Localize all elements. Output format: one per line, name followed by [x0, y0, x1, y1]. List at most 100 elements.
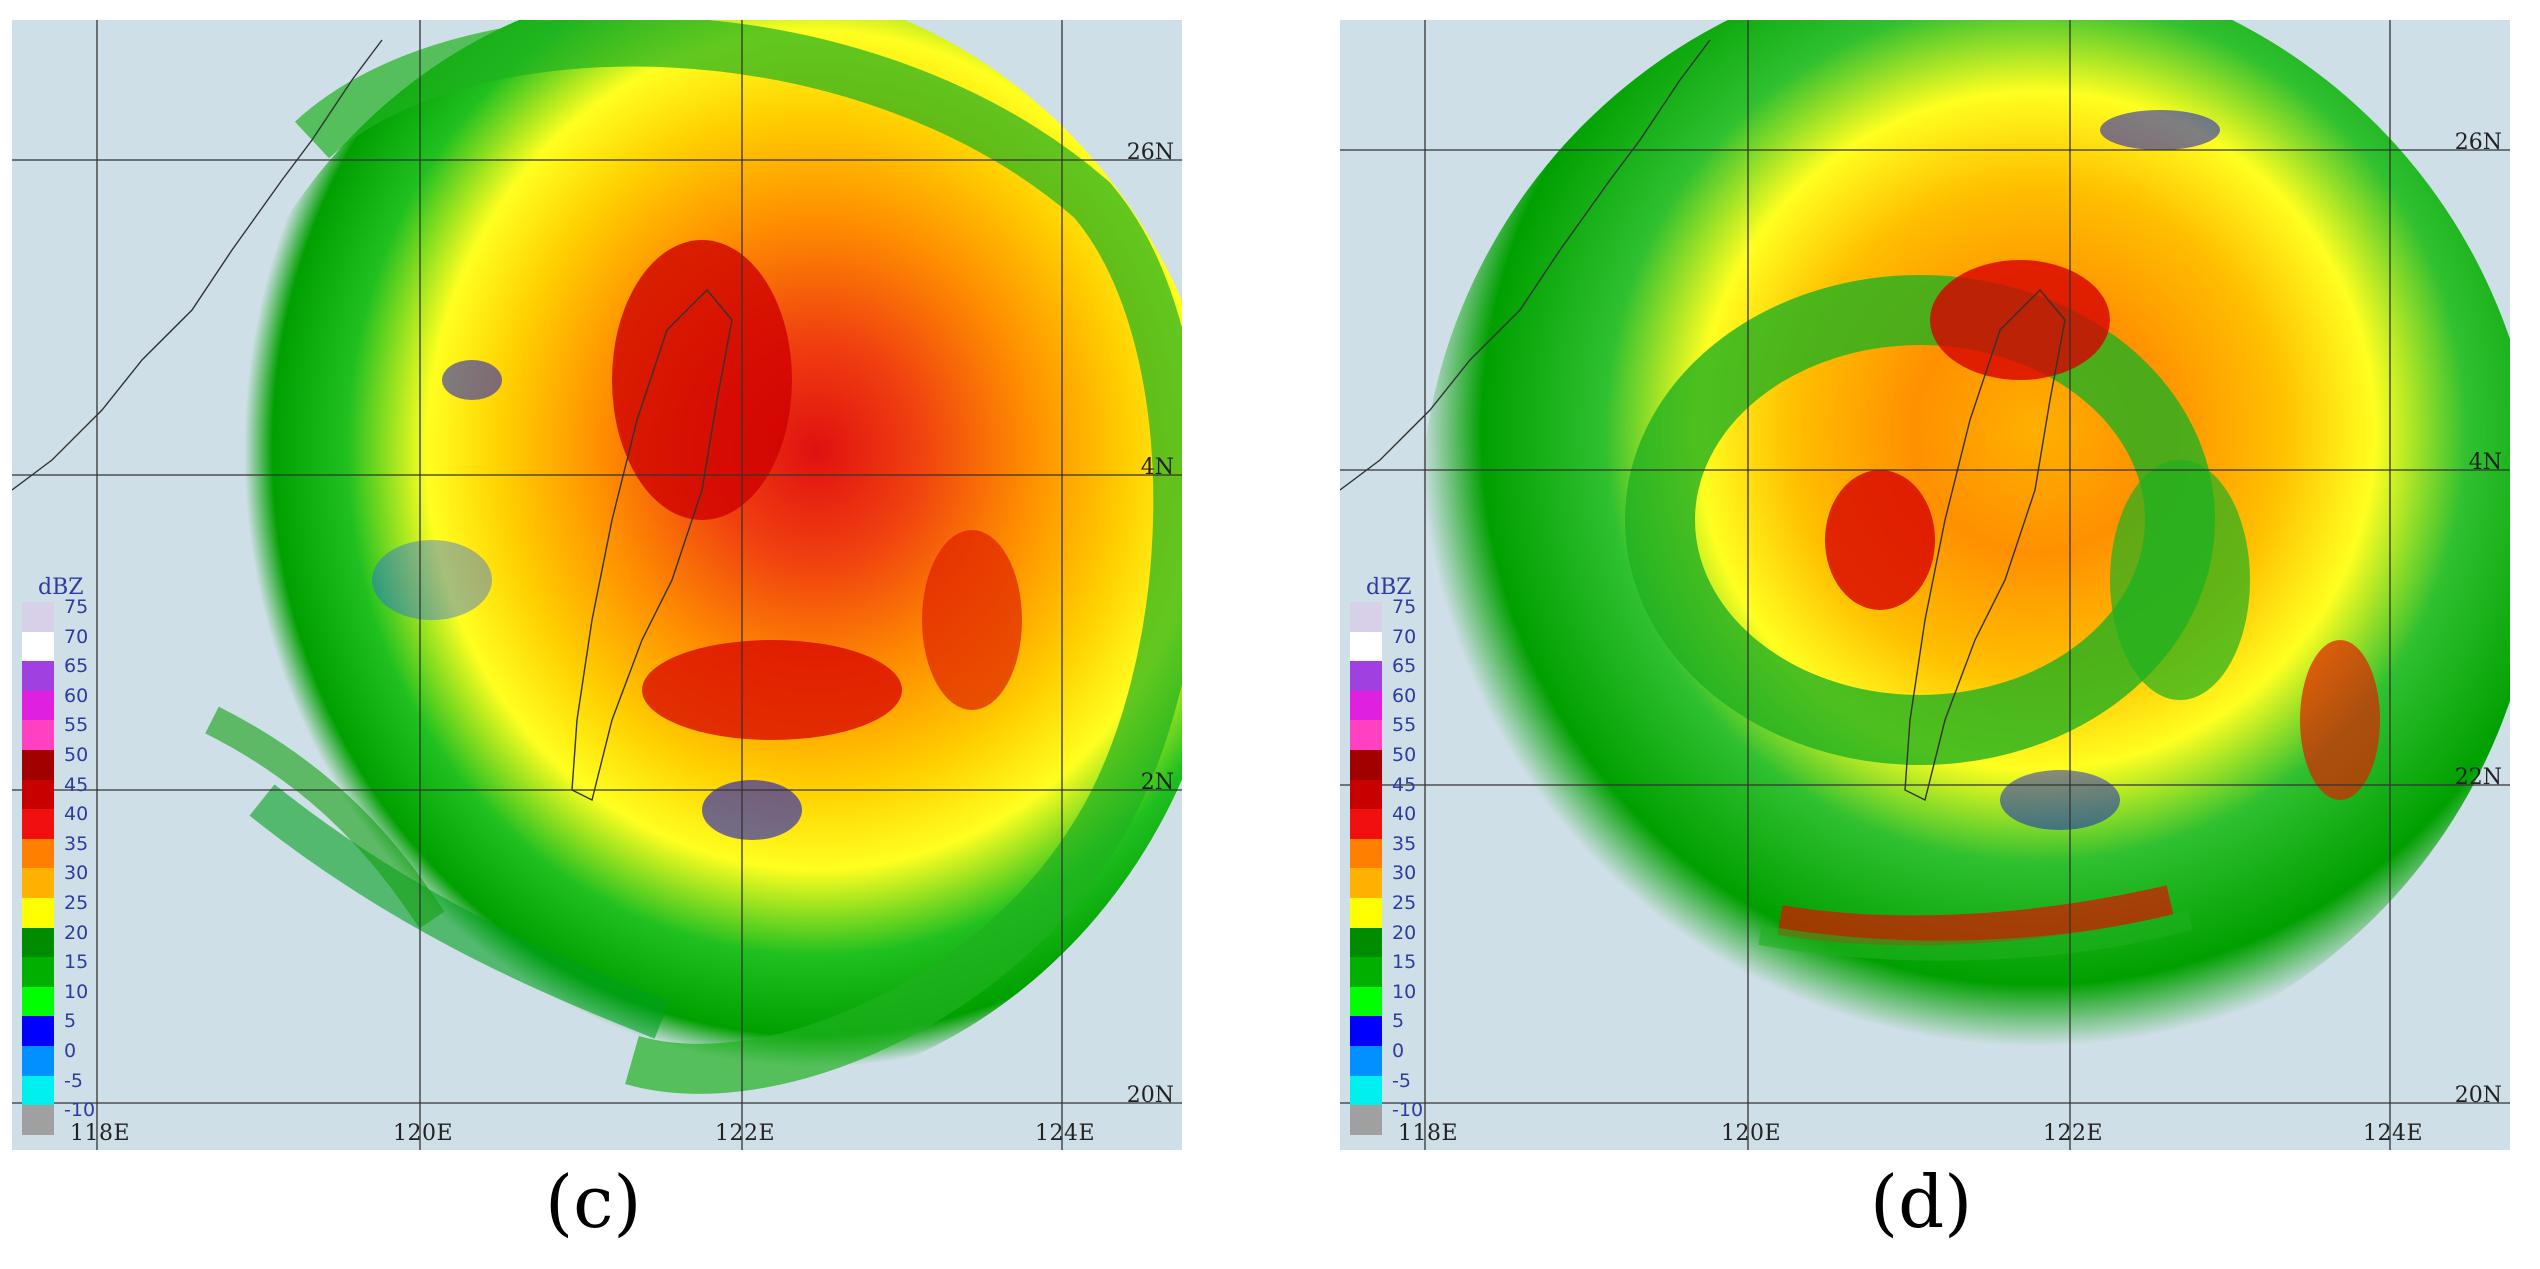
legend-row: 5 [22, 1010, 122, 1046]
legend-value: 25 [64, 891, 89, 914]
legend-row: 70 [1350, 626, 1450, 662]
legend-swatch [1350, 779, 1382, 810]
legend-swatch [22, 602, 54, 632]
echo-region [192, 20, 1182, 1100]
lat-label: 20N [1126, 1083, 1174, 1108]
legend-row: 15 [22, 951, 122, 987]
legend-row: 40 [1350, 803, 1450, 839]
legend-value: 70 [64, 625, 89, 648]
legend-value: 10 [64, 980, 89, 1003]
lon-label: 122E [715, 1121, 776, 1146]
legend-value: 35 [1392, 832, 1417, 855]
legend-swatch [22, 1045, 54, 1076]
legend-title: dBZ [38, 575, 84, 600]
legend-row: 75 [1350, 596, 1450, 632]
legend-row: 30 [22, 862, 122, 898]
legend-swatch [22, 720, 54, 750]
legend-swatch [22, 749, 54, 780]
legend-row: 35 [1350, 833, 1450, 869]
legend-swatch [1350, 957, 1382, 987]
lat-label: 2N [1140, 770, 1174, 795]
radar-echo-d [1340, 20, 2510, 1150]
dbz-legend: dBZ 75 70 65 60 55 50 45 40 35 30 25 20 15 10 5 0 -5 -10 [22, 575, 122, 1135]
legend-swatch [1350, 927, 1382, 958]
lon-label: 122E [2043, 1121, 2104, 1146]
legend-value: 55 [1392, 714, 1417, 737]
legend-value: -5 [1392, 1069, 1411, 1092]
legend-value: 45 [64, 773, 89, 796]
legend-swatch [1350, 720, 1382, 750]
lat-label: 22N [2454, 765, 2502, 790]
legend-value: 35 [64, 832, 89, 855]
legend-value: -10 [1392, 1099, 1424, 1122]
legend-swatch [1350, 809, 1382, 839]
legend-swatch [22, 838, 54, 869]
legend-swatch [22, 1075, 54, 1106]
legend-value: 20 [64, 921, 89, 944]
legend-value: 75 [64, 596, 89, 618]
radar-panel-d: 118E 120E 122E 124E 26N 4N 22N 20N dBZ 7… [1270, 0, 2540, 1269]
legend-value: 5 [1392, 1010, 1405, 1033]
legend-value: 70 [1392, 625, 1417, 648]
legend-swatch [22, 809, 54, 839]
legend-swatch [1350, 661, 1382, 691]
lat-label: 4N [1140, 455, 1174, 480]
legend-value: 60 [64, 684, 89, 707]
echo-region [1420, 20, 2510, 1080]
legend-swatch [1350, 1075, 1382, 1106]
legend-row: 50 [1350, 744, 1450, 780]
legend-row: 0 [1350, 1040, 1450, 1076]
legend-swatch [1350, 1045, 1382, 1076]
legend-value: 65 [1392, 655, 1417, 678]
legend-swatch [22, 868, 54, 898]
radar-echo-c [12, 20, 1182, 1150]
legend-value: 20 [1392, 921, 1417, 944]
legend-rows: 75 70 65 60 55 50 45 40 35 30 25 20 15 10 5 0 -5 -10 [22, 596, 122, 1135]
lat-label: 4N [2468, 450, 2502, 475]
lon-label: 120E [1721, 1121, 1782, 1146]
legend-swatch [22, 1105, 54, 1135]
legend-swatch [22, 897, 54, 928]
legend-value: 50 [64, 743, 89, 766]
legend-title: dBZ [1366, 575, 1412, 600]
legend-value: 30 [1392, 862, 1417, 885]
legend-swatch [1350, 602, 1382, 632]
legend-swatch [22, 986, 54, 1017]
lon-label: 120E [393, 1121, 454, 1146]
legend-row: 0 [22, 1040, 122, 1076]
legend-row: 10 [22, 981, 122, 1017]
legend-value: 0 [1392, 1039, 1405, 1062]
legend-row: -10 [22, 1099, 122, 1135]
legend-value: 60 [1392, 684, 1417, 707]
legend-value: 50 [1392, 743, 1417, 766]
legend-value: 65 [64, 655, 89, 678]
legend-swatch [1350, 631, 1382, 662]
legend-row: 60 [22, 685, 122, 721]
coastline [12, 39, 383, 491]
legend-value: 5 [64, 1010, 77, 1033]
legend-row: -5 [22, 1070, 122, 1106]
lon-label: 118E [70, 1121, 131, 1146]
legend-row: 25 [1350, 892, 1450, 928]
legend-row: 70 [22, 626, 122, 662]
legend-row: 15 [1350, 951, 1450, 987]
legend-value: 30 [64, 862, 89, 885]
legend-row: 5 [1350, 1010, 1450, 1046]
legend-value: 0 [64, 1039, 77, 1062]
dbz-legend: dBZ 75 70 65 60 55 50 45 40 35 30 25 20 15 10 5 0 -5 -10 [1350, 575, 1450, 1135]
lon-label: 124E [1035, 1121, 1096, 1146]
legend-row: 50 [22, 744, 122, 780]
legend-swatch [1350, 897, 1382, 928]
legend-value: -5 [64, 1069, 83, 1092]
legend-value: 75 [1392, 596, 1417, 618]
legend-row: 35 [22, 833, 122, 869]
lon-label: 118E [1398, 1121, 1459, 1146]
legend-value: -10 [64, 1099, 96, 1122]
legend-swatch [1350, 690, 1382, 721]
legend-row: 25 [22, 892, 122, 928]
taiwan-outline [571, 288, 733, 802]
legend-value: 40 [1392, 803, 1417, 826]
legend-row: 60 [1350, 685, 1450, 721]
lon-label: 124E [2363, 1121, 2424, 1146]
radar-panel-c: 118E 120E 122E 124E 26N 4N 2N 20N dBZ 75… [12, 20, 1182, 1244]
